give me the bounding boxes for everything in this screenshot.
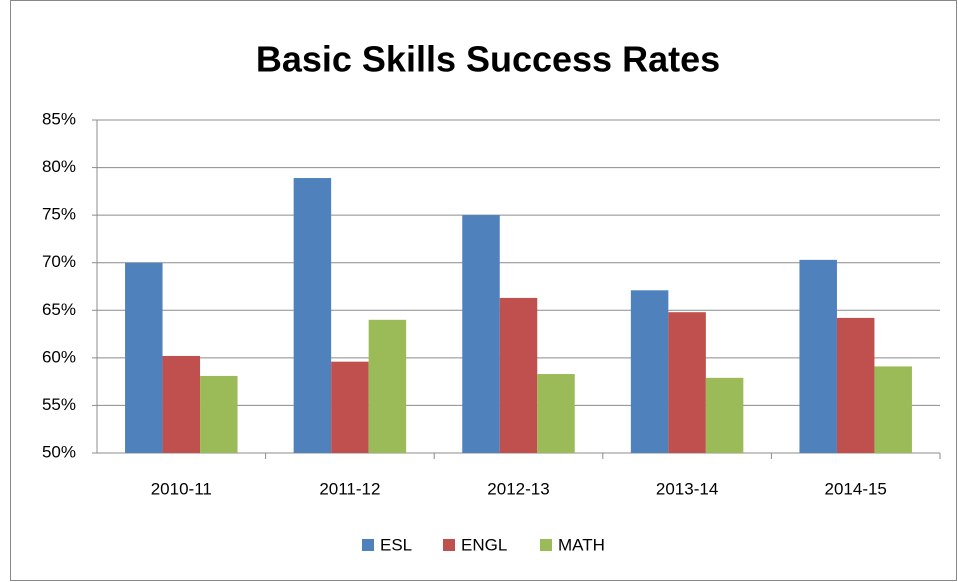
bar — [499, 297, 538, 453]
x-tick-label: 2011-12 — [319, 479, 380, 498]
bar — [874, 366, 912, 453]
legend-label: ESL — [380, 535, 412, 554]
y-tick-label: 75% — [42, 205, 76, 224]
bar — [293, 178, 332, 453]
bar — [200, 375, 238, 453]
bar — [630, 290, 669, 453]
y-tick-label: 60% — [42, 347, 76, 366]
bar — [331, 361, 369, 453]
bar — [368, 319, 407, 453]
chart-title: Basic Skills Success Rates — [256, 39, 720, 80]
bar — [668, 312, 706, 453]
y-tick-label: 55% — [42, 395, 76, 414]
bar — [537, 374, 575, 453]
y-tick-label: 65% — [42, 300, 76, 319]
legend-label: MATH — [558, 535, 605, 554]
bar — [125, 262, 163, 453]
bar — [162, 355, 201, 453]
legend-label: ENGL — [461, 535, 507, 554]
bar — [705, 377, 744, 453]
x-tick-label: 2010-11 — [151, 479, 212, 498]
bar — [462, 215, 500, 453]
bar — [836, 317, 875, 453]
x-tick-label: 2014-15 — [825, 479, 887, 498]
y-tick-label: 85% — [42, 109, 76, 128]
x-tick-label: 2013-14 — [656, 479, 718, 498]
legend-swatch — [443, 539, 455, 551]
legend-swatch — [362, 539, 374, 551]
legend-swatch — [540, 539, 552, 551]
x-tick-label: 2012-13 — [487, 479, 549, 498]
y-tick-label: 70% — [42, 252, 76, 271]
y-tick-label: 80% — [42, 157, 76, 176]
bar — [799, 259, 837, 453]
y-tick-label: 50% — [42, 442, 76, 461]
